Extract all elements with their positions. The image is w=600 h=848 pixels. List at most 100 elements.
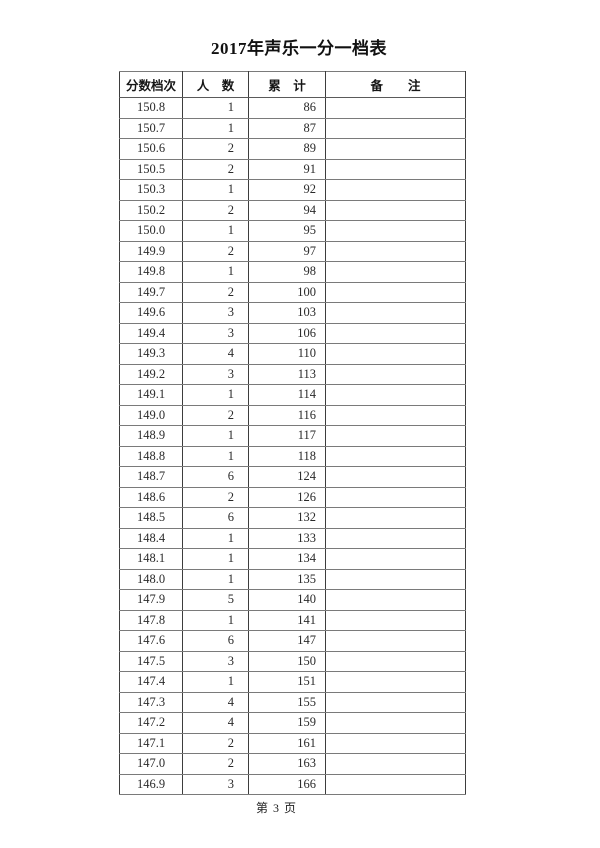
score-level-cell: 147.0	[119, 753, 183, 775]
cumulative-cell: 141	[248, 609, 326, 631]
table-row: 147.5 3 150	[119, 650, 466, 672]
table-row: 149.1 1 114	[119, 384, 466, 406]
table-row: 147.0 2 163	[119, 753, 466, 775]
cumulative-cell: 140	[248, 589, 326, 611]
count-cell: 3	[182, 650, 249, 672]
cumulative-cell: 163	[248, 753, 326, 775]
remark-cell	[325, 384, 466, 406]
remark-cell	[325, 445, 466, 467]
count-cell: 3	[182, 322, 249, 344]
remark-cell	[325, 97, 466, 119]
count-cell: 6	[182, 507, 249, 529]
count-cell: 2	[182, 158, 249, 180]
remark-cell	[325, 261, 466, 283]
cumulative-cell: 147	[248, 630, 326, 652]
remark-cell	[325, 363, 466, 385]
page-title: 2017年声乐一分一档表	[211, 39, 387, 58]
table-row: 147.9 5 140	[119, 589, 466, 611]
cumulative-cell: 166	[248, 773, 326, 795]
table-row: 150.8 1 86	[119, 97, 466, 119]
score-level-cell: 147.4	[119, 671, 183, 693]
remark-cell	[325, 486, 466, 508]
count-cell: 3	[182, 302, 249, 324]
remark-cell	[325, 527, 466, 549]
table-row: 147.6 6 147	[119, 630, 466, 652]
remark-cell	[325, 220, 466, 242]
cumulative-cell: 161	[248, 732, 326, 754]
cumulative-cell: 98	[248, 261, 326, 283]
header-count: 人 数	[182, 71, 249, 98]
score-level-cell: 150.0	[119, 220, 183, 242]
remark-cell	[325, 179, 466, 201]
count-cell: 2	[182, 240, 249, 262]
score-level-cell: 150.6	[119, 138, 183, 160]
score-level-cell: 148.9	[119, 425, 183, 447]
score-level-cell: 150.2	[119, 199, 183, 221]
score-level-cell: 149.6	[119, 302, 183, 324]
count-cell: 4	[182, 712, 249, 734]
remark-cell	[325, 671, 466, 693]
cumulative-cell: 124	[248, 466, 326, 488]
score-level-cell: 147.9	[119, 589, 183, 611]
cumulative-cell: 103	[248, 302, 326, 324]
cumulative-cell: 95	[248, 220, 326, 242]
score-table: 分数档次 人 数 累 计 备 注 150.8 1 86 150.7 1 87 150.6 2 8…	[119, 71, 466, 795]
cumulative-cell: 135	[248, 568, 326, 590]
table-row: 149.2 3 113	[119, 363, 466, 385]
count-cell: 6	[182, 466, 249, 488]
score-level-cell: 150.5	[119, 158, 183, 180]
table-row: 147.2 4 159	[119, 712, 466, 734]
count-cell: 2	[182, 753, 249, 775]
remark-cell	[325, 404, 466, 426]
remark-cell	[325, 466, 466, 488]
remark-cell	[325, 138, 466, 160]
count-cell: 2	[182, 404, 249, 426]
table-row: 148.8 1 118	[119, 445, 466, 467]
table-row: 149.7 2 100	[119, 281, 466, 303]
score-level-cell: 147.2	[119, 712, 183, 734]
count-cell: 2	[182, 281, 249, 303]
cumulative-cell: 87	[248, 117, 326, 139]
count-cell: 4	[182, 691, 249, 713]
table-row: 148.9 1 117	[119, 425, 466, 447]
cumulative-cell: 133	[248, 527, 326, 549]
remark-cell	[325, 650, 466, 672]
remark-cell	[325, 568, 466, 590]
count-cell: 1	[182, 220, 249, 242]
cumulative-cell: 118	[248, 445, 326, 467]
score-level-cell: 147.8	[119, 609, 183, 631]
table-row: 150.2 2 94	[119, 199, 466, 221]
remark-cell	[325, 773, 466, 795]
score-level-cell: 149.4	[119, 322, 183, 344]
cumulative-cell: 116	[248, 404, 326, 426]
header-remark: 备 注	[325, 71, 466, 98]
table-row: 148.6 2 126	[119, 486, 466, 508]
score-level-cell: 147.5	[119, 650, 183, 672]
cumulative-cell: 155	[248, 691, 326, 713]
count-cell: 1	[182, 425, 249, 447]
score-level-cell: 149.0	[119, 404, 183, 426]
table-row: 147.1 2 161	[119, 732, 466, 754]
count-cell: 2	[182, 199, 249, 221]
count-cell: 1	[182, 445, 249, 467]
cumulative-cell: 89	[248, 138, 326, 160]
score-level-cell: 147.3	[119, 691, 183, 713]
table-row: 149.0 2 116	[119, 404, 466, 426]
table-row: 149.6 3 103	[119, 302, 466, 324]
table-row: 147.3 4 155	[119, 691, 466, 713]
cumulative-cell: 117	[248, 425, 326, 447]
remark-cell	[325, 691, 466, 713]
cumulative-cell: 100	[248, 281, 326, 303]
cumulative-cell: 150	[248, 650, 326, 672]
count-cell: 1	[182, 527, 249, 549]
score-level-cell: 149.8	[119, 261, 183, 283]
table-row: 148.4 1 133	[119, 527, 466, 549]
remark-cell	[325, 240, 466, 262]
count-cell: 3	[182, 363, 249, 385]
cumulative-cell: 134	[248, 548, 326, 570]
count-cell: 1	[182, 548, 249, 570]
remark-cell	[325, 609, 466, 631]
score-level-cell: 149.2	[119, 363, 183, 385]
table-row: 148.1 1 134	[119, 548, 466, 570]
count-cell: 2	[182, 732, 249, 754]
